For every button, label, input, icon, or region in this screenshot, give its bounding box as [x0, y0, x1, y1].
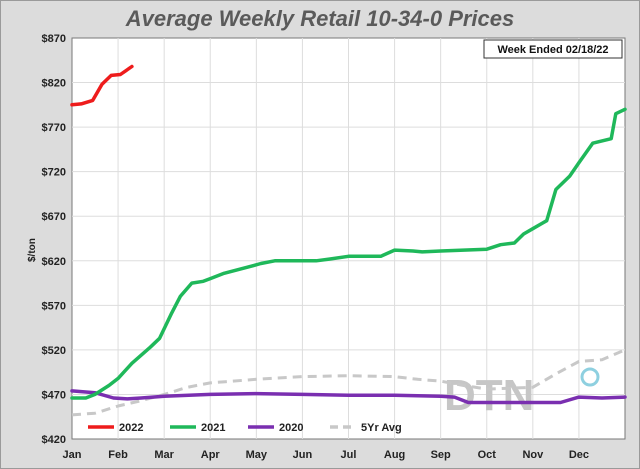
y-tick-label: $820	[42, 78, 66, 90]
annotation-border	[483, 39, 623, 59]
x-tick-label: Mar	[154, 449, 174, 461]
x-tick-label: Oct	[478, 449, 497, 461]
dtn-logo-ring	[580, 367, 600, 387]
x-tick-label: May	[246, 449, 268, 461]
dtn-logo-text: DTN	[444, 371, 534, 420]
y-tick-label: $570	[42, 300, 66, 312]
chart-title: Average Weekly Retail 10-34-0 Prices	[125, 6, 515, 31]
gridlines	[72, 38, 625, 439]
legend: 2022 2021 2020 5Yr Avg	[88, 422, 402, 434]
x-axis-ticks: Jan Feb Mar Apr May Jun Jul Aug Sep Oct Nov Dec	[63, 449, 589, 461]
x-tick-label: Feb	[108, 449, 128, 461]
y-tick-label: $520	[42, 345, 66, 357]
y-axis-ticks: $870 $820 $770 $720 $670 $620 $570 $520 $470 $420	[42, 33, 66, 446]
x-tick-label: Apr	[201, 449, 221, 461]
x-tick-label: Aug	[384, 449, 405, 461]
y-tick-label: $770	[42, 122, 66, 134]
x-tick-label: Jun	[293, 449, 313, 461]
y-tick-label: $670	[42, 211, 66, 223]
legend-label: 2022	[119, 422, 143, 434]
y-tick-label: $470	[42, 389, 66, 401]
x-tick-label: Sep	[431, 449, 451, 461]
y-tick-label: $620	[42, 256, 66, 268]
y-tick-label: $420	[42, 434, 66, 446]
y-tick-label: $720	[42, 167, 66, 179]
series-line-2022	[70, 64, 134, 107]
series-line-2021	[70, 107, 627, 400]
x-tick-label: Jul	[341, 449, 357, 461]
dtn-logo: DTN	[444, 367, 600, 420]
series-line-5yr-avg	[71, 348, 626, 417]
series-line-2020	[70, 389, 627, 405]
series-lines	[70, 64, 627, 417]
legend-label: 5Yr Avg	[361, 422, 402, 434]
legend-label: 2021	[201, 422, 225, 434]
annotation-text: Week Ended 02/18/22	[497, 44, 608, 56]
x-tick-label: Nov	[522, 449, 544, 461]
y-axis-label: $/ton	[27, 238, 38, 262]
y-tick-label: $870	[42, 33, 66, 45]
legend-label: 2020	[279, 422, 303, 434]
x-tick-label: Dec	[569, 449, 589, 461]
annotation-box: Week Ended 02/18/22	[483, 39, 623, 59]
x-tick-label: Jan	[63, 449, 82, 461]
